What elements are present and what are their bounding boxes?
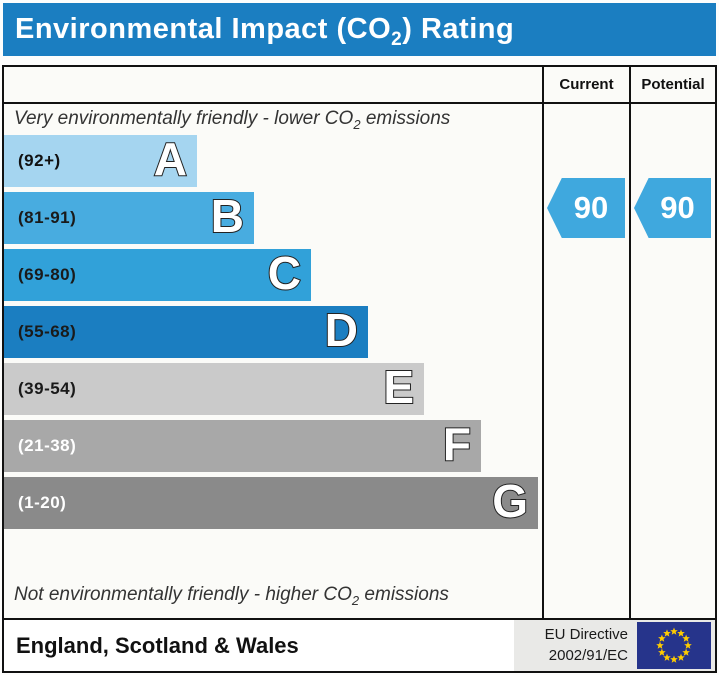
band-bar-e: (39-54) E xyxy=(4,360,424,415)
bands-column: Very environmentally friendly - lower CO… xyxy=(4,104,542,618)
current-rating-column: 90 xyxy=(542,104,629,618)
eu-directive-panel: EU Directive 2002/91/EC xyxy=(514,620,715,671)
rating-bands: (92+) A (81-91) B (69-80) C xyxy=(4,132,542,534)
bottom-note-text: Not environmentally friendly - higher CO xyxy=(14,584,352,605)
bottom-note: Not environmentally friendly - higher CO… xyxy=(4,580,542,610)
current-rating-arrow: 90 xyxy=(547,178,625,238)
current-rating-value: 90 xyxy=(573,190,609,225)
current-column-header: Current xyxy=(542,67,629,104)
band-range-b: (81-91) xyxy=(18,208,77,227)
band-range-a: (92+) xyxy=(18,151,61,170)
band-row-c: (69-80) C xyxy=(4,246,542,306)
top-note-subscript: 2 xyxy=(353,116,361,132)
band-letter-b: B xyxy=(210,189,245,243)
band-row-b: (81-91) B xyxy=(4,189,542,249)
band-letter-e: E xyxy=(382,360,415,414)
header-empty-cell xyxy=(4,67,542,104)
band-row-f: (21-38) F xyxy=(4,417,542,477)
band-bar-d: (55-68) D xyxy=(4,303,368,358)
band-row-e: (39-54) E xyxy=(4,360,542,420)
potential-rating-column: 90 xyxy=(629,104,715,618)
region-label: England, Scotland & Wales xyxy=(16,632,299,658)
eu-directive-text: EU Directive 2002/91/EC xyxy=(545,625,628,666)
top-note-text-end: emissions xyxy=(360,108,451,129)
page-title-subscript: 2 xyxy=(391,28,403,50)
band-range-e: (39-54) xyxy=(18,379,77,398)
band-bar-b: (81-91) B xyxy=(4,189,254,244)
band-bar-f: (21-38) F xyxy=(4,417,481,472)
rating-table: Current Potential Very environmentally f… xyxy=(2,65,717,620)
band-bar-c: (69-80) C xyxy=(4,246,311,301)
band-bar-g: (1-20) G xyxy=(4,474,538,529)
page-title-text-end: ) Rating xyxy=(402,13,515,45)
page-title: Environmental Impact (CO2) Rating xyxy=(3,3,716,56)
eu-directive-line2: 2002/91/EC xyxy=(548,646,628,664)
band-range-f: (21-38) xyxy=(18,436,77,455)
footer: England, Scotland & Wales EU Directive 2… xyxy=(2,620,717,673)
band-letter-f: F xyxy=(442,417,472,471)
potential-rating-value: 90 xyxy=(660,190,695,225)
top-note-text: Very environmentally friendly - lower CO xyxy=(14,108,354,129)
bottom-note-text-end: emissions xyxy=(359,584,449,605)
band-letter-a: A xyxy=(153,132,188,186)
band-row-g: (1-20) G xyxy=(4,474,542,534)
band-letter-c: C xyxy=(267,246,302,300)
band-bar-a: (92+) A xyxy=(4,132,197,187)
potential-column-header: Potential xyxy=(629,67,715,104)
eu-directive-line1: EU Directive xyxy=(544,626,628,644)
band-range-g: (1-20) xyxy=(18,493,67,512)
band-range-d: (55-68) xyxy=(18,322,77,341)
potential-rating-arrow: 90 xyxy=(634,178,711,238)
bottom-note-subscript: 2 xyxy=(351,592,360,608)
band-row-d: (55-68) D xyxy=(4,303,542,363)
top-note: Very environmentally friendly - lower CO… xyxy=(4,104,542,134)
band-range-c: (69-80) xyxy=(18,265,77,284)
band-letter-g: G xyxy=(491,474,529,528)
band-letter-d: D xyxy=(324,303,359,357)
eu-flag-icon xyxy=(637,622,711,669)
page-title-text: Environmental Impact (CO xyxy=(15,13,392,45)
band-row-a: (92+) A xyxy=(4,132,542,192)
